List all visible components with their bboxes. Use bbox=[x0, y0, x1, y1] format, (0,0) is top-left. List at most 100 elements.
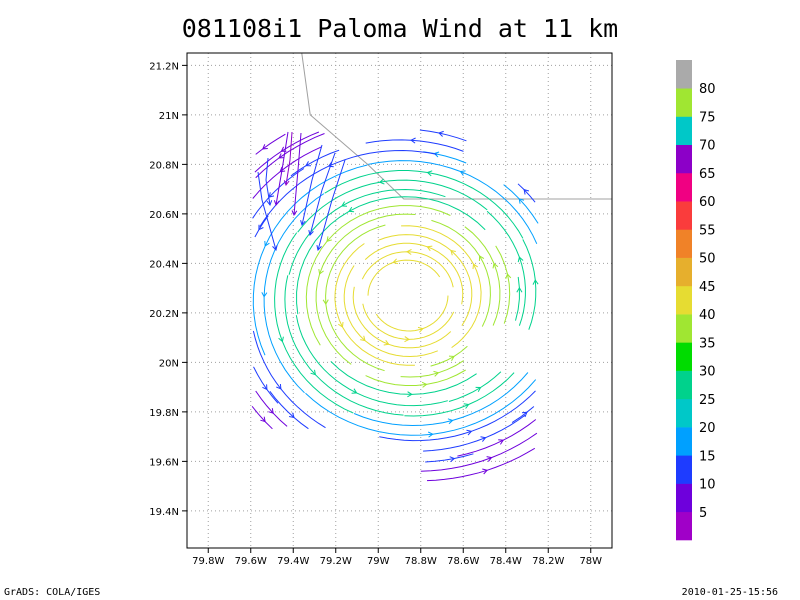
streamline-arrow bbox=[505, 273, 512, 279]
streamline bbox=[288, 188, 446, 275]
colorbar-swatch bbox=[676, 342, 692, 371]
coastline-path bbox=[301, 52, 612, 200]
streamline bbox=[255, 133, 325, 179]
colorbar-swatch bbox=[676, 285, 692, 315]
streamline bbox=[364, 242, 464, 305]
streamline-arrow bbox=[305, 161, 312, 167]
coastline bbox=[301, 52, 612, 200]
streamline bbox=[252, 168, 305, 219]
streamline bbox=[448, 371, 502, 402]
x-tick-label: 79.8W bbox=[192, 556, 224, 567]
streamline-arrow bbox=[427, 431, 434, 438]
streamline-arrow bbox=[480, 436, 487, 442]
colorbar-label: 35 bbox=[699, 336, 716, 351]
streamline-arrow bbox=[447, 418, 454, 425]
colorbar-swatch bbox=[676, 88, 692, 117]
streamline bbox=[251, 405, 273, 430]
streamline-arrow bbox=[478, 255, 485, 262]
streamlines bbox=[251, 129, 539, 482]
streamline bbox=[252, 146, 322, 199]
colorbar-swatch bbox=[676, 314, 692, 343]
streamline bbox=[426, 447, 536, 482]
chart-title: 081108i1 Paloma Wind at 11 km bbox=[181, 14, 619, 43]
streamline-arrow bbox=[459, 170, 466, 176]
streamline bbox=[255, 133, 286, 155]
streamline-arrow bbox=[264, 240, 270, 247]
streamline bbox=[517, 183, 536, 203]
streamline bbox=[253, 366, 279, 404]
streamline-arrow bbox=[283, 180, 290, 187]
streamline-arrow bbox=[466, 429, 473, 436]
streamline-arrow bbox=[433, 370, 440, 377]
colorbar-swatch bbox=[676, 60, 692, 89]
streamline-arrow bbox=[322, 299, 329, 305]
streamline bbox=[284, 275, 404, 416]
streamline bbox=[254, 215, 269, 238]
colorbar-label: 80 bbox=[699, 82, 716, 97]
streamline-arrow bbox=[341, 201, 348, 207]
streamline-arrow bbox=[518, 198, 525, 204]
streamline-arrow bbox=[492, 262, 499, 269]
colorbar-label: 15 bbox=[699, 449, 716, 464]
streamline-arrow bbox=[486, 456, 493, 462]
colorbar-swatch bbox=[676, 172, 692, 202]
grid bbox=[187, 53, 612, 548]
colorbar-swatch bbox=[676, 455, 692, 484]
streamline bbox=[259, 149, 437, 227]
streamline-arrow bbox=[262, 384, 268, 391]
colorbar-label: 75 bbox=[699, 110, 716, 125]
y-tick-label: 20.8N bbox=[149, 160, 179, 171]
streamline bbox=[296, 196, 486, 315]
colorbar-label: 50 bbox=[699, 252, 716, 267]
colorbar-swatch bbox=[676, 370, 692, 400]
streamline bbox=[368, 160, 538, 245]
streamline-arrow bbox=[268, 408, 274, 414]
streamline bbox=[365, 139, 464, 152]
colorbar-label: 60 bbox=[699, 195, 716, 210]
streamline-arrow bbox=[327, 161, 334, 168]
streamline bbox=[285, 131, 293, 186]
streamline-arrow bbox=[260, 416, 266, 423]
y-tick-label: 20.2N bbox=[149, 309, 179, 320]
streamline-arrow bbox=[523, 188, 530, 195]
streamline bbox=[431, 219, 491, 327]
streamline bbox=[503, 184, 539, 224]
streamline-arrow bbox=[351, 388, 358, 394]
streamline-arrow bbox=[426, 170, 433, 177]
streamline-arrow bbox=[450, 249, 456, 256]
streamline bbox=[269, 390, 309, 430]
streamline bbox=[265, 157, 271, 206]
streamline bbox=[511, 406, 535, 424]
colorbar-swatch bbox=[676, 201, 692, 230]
streamline bbox=[352, 286, 452, 349]
streamline-arrow bbox=[273, 200, 280, 207]
streamline-arrow bbox=[272, 244, 278, 252]
streamline-arrow bbox=[262, 144, 268, 150]
streamline-arrow bbox=[378, 178, 385, 185]
x-tick-label: 78.6W bbox=[447, 556, 479, 567]
streamline-arrow bbox=[278, 336, 284, 343]
colorbar-label: 45 bbox=[699, 280, 716, 295]
colorbar-label: 5 bbox=[699, 506, 707, 521]
colorbar-swatch bbox=[676, 398, 692, 428]
plot-frame bbox=[186, 52, 613, 549]
streamline bbox=[495, 245, 511, 324]
streamline-arrow bbox=[310, 369, 317, 376]
streamline-arrow bbox=[472, 263, 478, 270]
streamline-arrow bbox=[516, 286, 523, 293]
y-tick-label: 20.4N bbox=[149, 259, 179, 270]
streamline bbox=[486, 210, 526, 326]
streamline-arrow bbox=[392, 258, 399, 265]
streamline bbox=[252, 330, 326, 429]
streamline bbox=[295, 315, 448, 407]
x-tick-label: 78.4W bbox=[490, 556, 522, 567]
streamline bbox=[375, 295, 449, 332]
streamline-arrow bbox=[338, 321, 344, 328]
streamline bbox=[361, 251, 454, 288]
streamline-arrow bbox=[410, 137, 416, 144]
colorbar-swatch bbox=[676, 511, 692, 541]
x-axis-ticks: 79.8W 79.6W 79.4W 79.2W 79W 78.8W 78.6W 78.4W 78… bbox=[192, 548, 602, 567]
x-tick-label: 79.6W bbox=[235, 556, 267, 567]
streamline bbox=[255, 390, 288, 427]
colorbar-swatch bbox=[676, 427, 692, 456]
